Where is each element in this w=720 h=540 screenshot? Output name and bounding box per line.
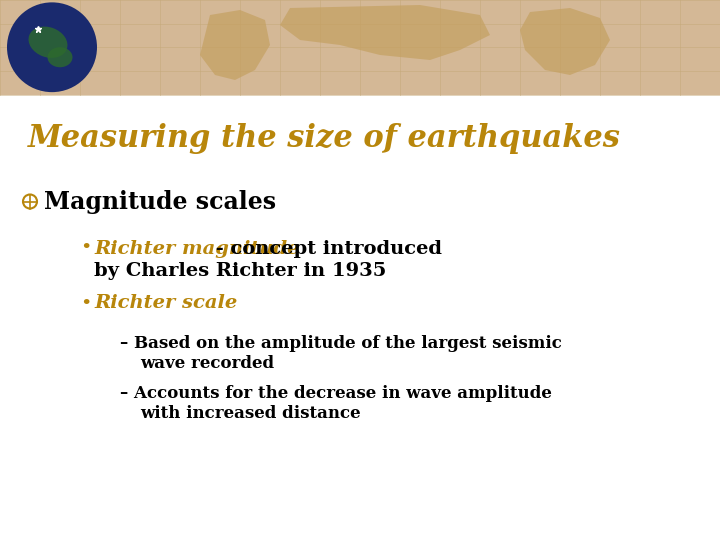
Text: – Accounts for the decrease in wave amplitude: – Accounts for the decrease in wave ampl… bbox=[120, 384, 552, 402]
Text: wave recorded: wave recorded bbox=[140, 354, 274, 372]
Polygon shape bbox=[520, 8, 610, 75]
Text: •: • bbox=[80, 294, 91, 313]
Text: by Charles Richter in 1935: by Charles Richter in 1935 bbox=[94, 261, 387, 280]
Text: Magnitude scales: Magnitude scales bbox=[44, 191, 276, 214]
Ellipse shape bbox=[48, 47, 73, 68]
Text: - concept introduced: - concept introduced bbox=[209, 240, 442, 258]
Polygon shape bbox=[200, 10, 270, 80]
Text: Richter magnitude: Richter magnitude bbox=[94, 240, 300, 258]
Bar bbox=[0, 0, 720, 94]
Text: – Based on the amplitude of the largest seismic: – Based on the amplitude of the largest … bbox=[120, 334, 562, 352]
Text: Measuring the size of earthquakes: Measuring the size of earthquakes bbox=[28, 123, 621, 153]
Text: •: • bbox=[80, 240, 91, 258]
Ellipse shape bbox=[29, 26, 68, 58]
Text: with increased distance: with increased distance bbox=[140, 404, 361, 422]
Text: Richter scale: Richter scale bbox=[94, 294, 238, 313]
Ellipse shape bbox=[7, 2, 97, 92]
Polygon shape bbox=[280, 5, 490, 60]
